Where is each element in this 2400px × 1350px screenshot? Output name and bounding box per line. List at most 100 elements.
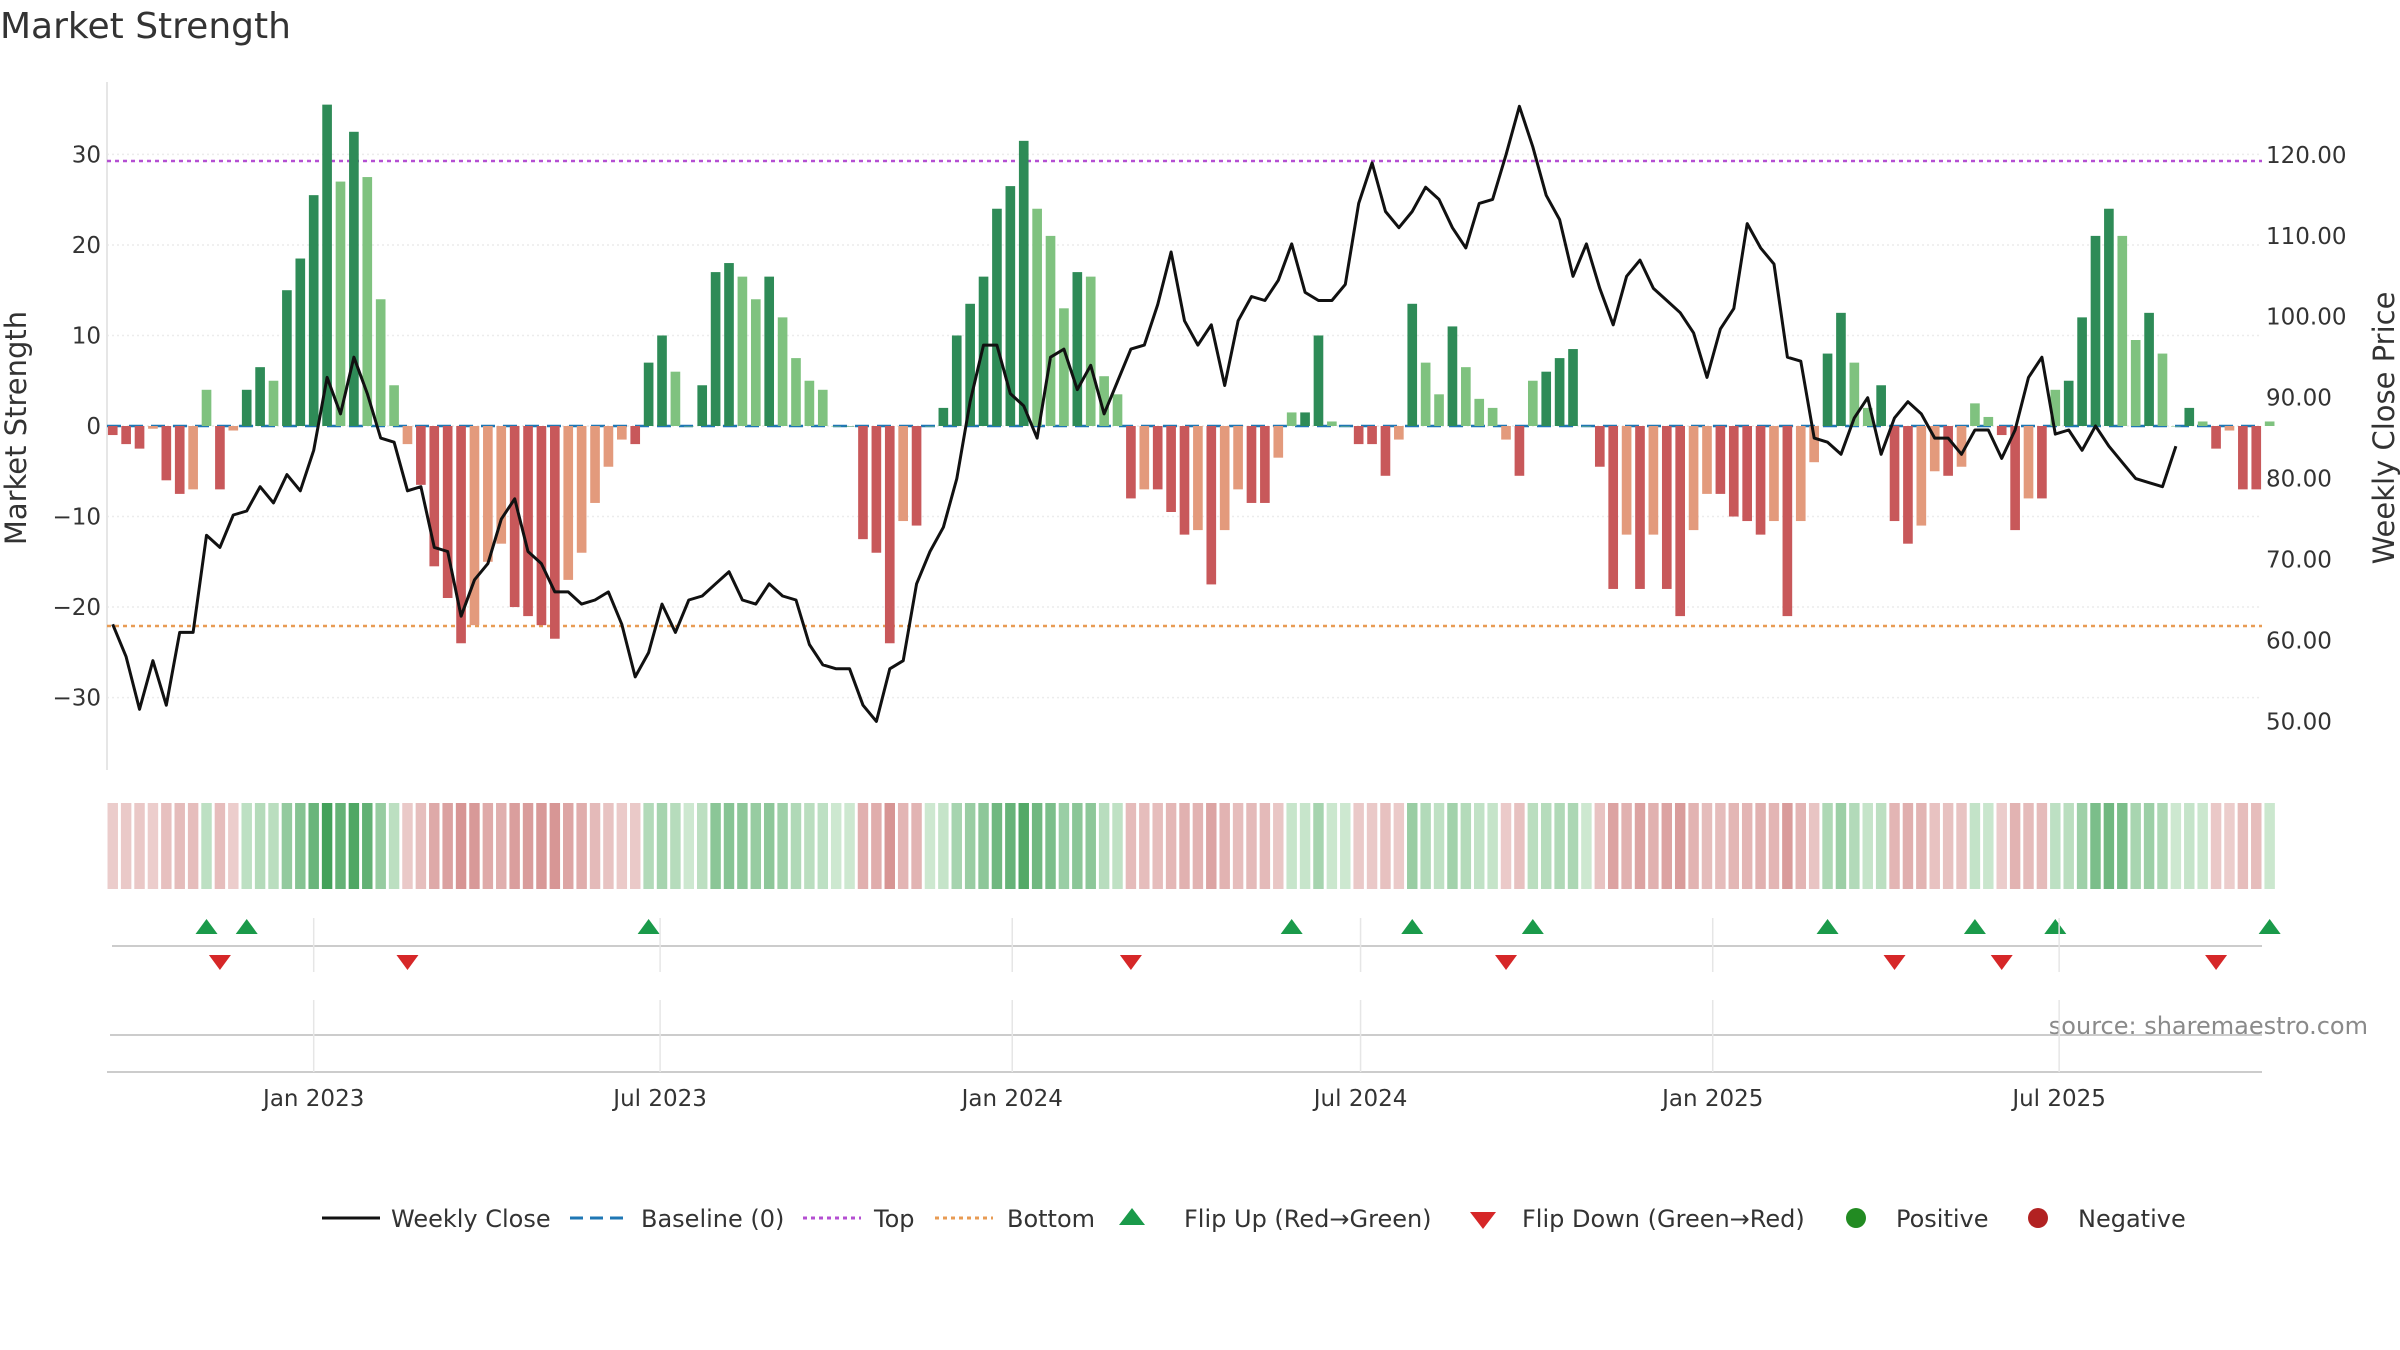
strength-bar — [2090, 235, 2101, 426]
strength-bar — [1594, 426, 1605, 467]
strength-bar — [925, 426, 935, 427]
strength-bar — [1313, 335, 1324, 426]
heat-cell — [1058, 803, 1070, 889]
heat-cell — [1433, 803, 1445, 889]
heat-cell — [522, 803, 534, 889]
legend-flip-down-icon — [1470, 1212, 1496, 1229]
strength-bar — [1327, 421, 1337, 426]
strength-bar — [1099, 376, 1109, 426]
strength-bar — [1340, 426, 1351, 427]
heat-cell — [147, 803, 159, 889]
strength-bar — [804, 380, 815, 426]
heat-cell — [1661, 803, 1673, 889]
strength-bar — [1139, 426, 1150, 490]
strength-bar — [1193, 426, 1203, 531]
strength-bar — [1260, 426, 1270, 503]
strength-bar — [1300, 412, 1310, 426]
heat-cell — [2237, 803, 2249, 889]
strength-bar — [389, 385, 399, 426]
strength-bar — [241, 389, 252, 426]
heat-cell — [455, 803, 467, 889]
strength-bar — [1648, 426, 1659, 535]
strength-bar — [965, 303, 975, 426]
strength-bar — [951, 335, 962, 426]
strength-bar — [523, 426, 533, 617]
strength-bar — [831, 426, 842, 427]
strength-bar — [2211, 426, 2221, 449]
heat-cell — [2251, 803, 2262, 889]
strength-bar — [603, 426, 614, 467]
flip-down-marker — [1495, 955, 1518, 970]
strength-bar — [1233, 426, 1243, 490]
strength-bar — [1903, 426, 1913, 544]
flip-down-marker — [1883, 955, 1906, 970]
heat-cell — [1206, 803, 1217, 889]
flip-down-marker — [1119, 955, 1142, 970]
strength-bar — [362, 177, 373, 426]
heat-cell — [214, 803, 226, 889]
strength-bar — [416, 426, 426, 485]
heat-cell — [1125, 803, 1137, 889]
heat-cell — [1139, 803, 1150, 889]
chart-title: Market Strength — [0, 6, 291, 47]
strength-bar — [1541, 371, 1552, 426]
heat-cell — [683, 803, 695, 889]
heat-cell — [1889, 803, 1900, 889]
heat-cell — [1393, 803, 1405, 889]
heat-cell — [844, 803, 855, 889]
strength-bar — [1152, 426, 1163, 490]
strength-bar — [724, 263, 734, 426]
y-tick-label: −10 — [52, 505, 101, 531]
strength-bar — [148, 426, 158, 429]
heat-cell — [1259, 803, 1271, 889]
heat-cell — [1862, 803, 1873, 889]
heat-cell — [1098, 803, 1110, 889]
heat-cell — [1045, 803, 1056, 889]
strength-bar — [764, 276, 775, 426]
heat-cell — [1554, 803, 1565, 889]
heat-cell — [817, 803, 829, 889]
heat-cell — [830, 803, 842, 889]
heat-cell — [1487, 803, 1498, 889]
heat-cell — [2103, 803, 2115, 889]
heat-cell — [174, 803, 185, 889]
y-tick-label: 10 — [72, 323, 101, 349]
strength-bar — [1849, 362, 1860, 426]
strength-bar — [255, 367, 265, 426]
strength-bar — [201, 389, 212, 426]
strength-bar — [2197, 421, 2208, 426]
strength-bar — [1809, 426, 1819, 463]
legend-weekly-close-label: Weekly Close — [391, 1205, 551, 1233]
flip-down-marker — [208, 955, 231, 970]
heat-cell — [1808, 803, 1820, 889]
strength-bar — [1527, 380, 1538, 426]
right-axis-ticks: 120.00 110.00 100.00 90.00 80.00 70.00 60.00 50… — [2266, 143, 2346, 736]
heat-cell — [911, 803, 922, 889]
heat-cell — [2197, 803, 2208, 889]
heat-cell — [1822, 803, 1833, 889]
strength-bar — [2144, 312, 2154, 426]
strength-bar — [617, 426, 627, 440]
strength-bar — [1943, 426, 1953, 476]
strength-bar — [1367, 426, 1377, 445]
heat-cell — [884, 803, 895, 889]
strength-bar — [1461, 367, 1471, 426]
strength-bar — [1045, 235, 1056, 426]
flip-down-marker — [396, 955, 419, 970]
heat-cell — [295, 803, 306, 889]
heat-cell — [2157, 803, 2168, 889]
strength-bar — [1581, 426, 1592, 427]
heat-cell — [201, 803, 212, 889]
x-axis-ticks: Jan 2023 Jul 2023 Jan 2024 Jul 2024 Jan 2025… — [261, 918, 2106, 1112]
strength-bar — [2104, 208, 2114, 426]
heat-cell — [1648, 803, 1659, 889]
heat-cell — [897, 803, 909, 889]
strength-bar — [1126, 426, 1136, 499]
y2-tick-label: 90.00 — [2266, 386, 2332, 412]
heat-cell — [1005, 803, 1016, 889]
legend-positive-label: Positive — [1896, 1205, 1989, 1233]
strength-bar — [2157, 353, 2168, 426]
heat-cell — [2143, 803, 2155, 889]
heat-cell — [1085, 803, 1096, 889]
